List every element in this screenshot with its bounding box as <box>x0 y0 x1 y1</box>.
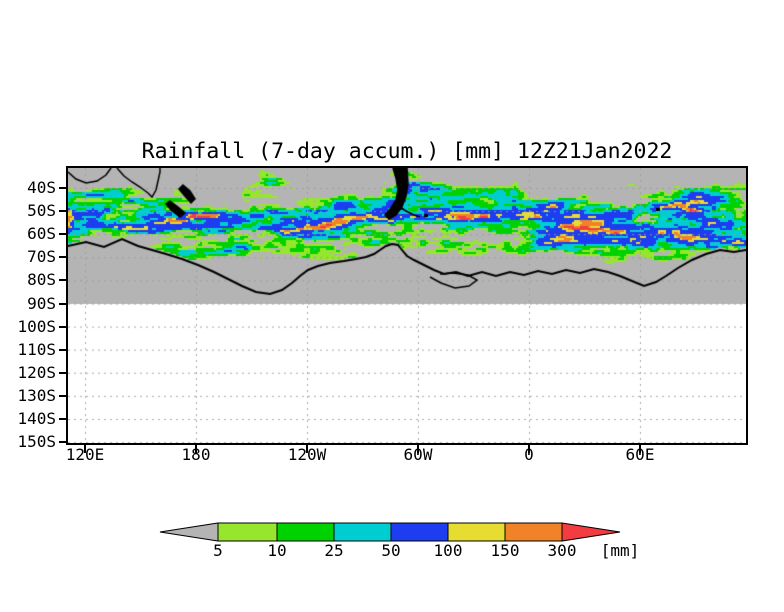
y-tick-label: 130S <box>17 385 56 405</box>
x-tick-label: 60E <box>625 445 655 464</box>
y-tick-mark <box>59 418 66 420</box>
colorbar-tick-label: 150 <box>490 541 520 560</box>
x-tick-label: 0 <box>524 445 534 464</box>
colorbar-tick-label: 10 <box>267 541 287 560</box>
x-tick-label: 60W <box>403 445 433 464</box>
y-tick-label: 50S <box>27 201 56 221</box>
rainfall-map-canvas <box>68 168 746 443</box>
y-tick-label: 70S <box>27 247 56 267</box>
y-tick-mark <box>59 187 66 189</box>
colorbar-segment <box>447 522 506 542</box>
x-tick-mark <box>84 445 86 453</box>
y-tick-mark <box>59 233 66 236</box>
x-tick-mark <box>195 445 197 453</box>
colorbar-tick-label: 5 <box>213 541 223 560</box>
x-tick-mark <box>417 445 419 453</box>
colorbar-segment <box>390 522 449 542</box>
colorbar-tick-label: 25 <box>324 541 344 560</box>
y-tick-label: 60S <box>27 224 56 244</box>
y-tick-mark <box>59 256 66 259</box>
y-tick-label: 110S <box>17 339 56 359</box>
colorbar-arrow-low <box>159 522 219 542</box>
map-frame <box>66 166 748 445</box>
y-tick-label: 80S <box>27 270 56 290</box>
y-tick-label: 100S <box>17 316 56 336</box>
colorbar-tick-label: 100 <box>433 541 463 560</box>
colorbar-unit-label: [mm] <box>600 541 640 560</box>
colorbar-legend <box>159 522 621 542</box>
y-tick-label: 150S <box>17 432 56 452</box>
y-tick-mark <box>59 371 66 374</box>
x-tick-label: 120E <box>65 445 105 464</box>
y-tick-mark <box>59 210 66 213</box>
colorbar-segment <box>217 522 278 542</box>
x-tick-mark <box>639 445 641 453</box>
y-tick-label: 140S <box>17 409 56 428</box>
colorbar-segment <box>504 522 563 542</box>
y-tick-label: 40S <box>27 178 56 197</box>
y-tick-label: 90S <box>27 293 56 313</box>
colorbar-arrow-high <box>561 522 621 542</box>
colorbar-tick-label: 50 <box>381 541 401 560</box>
y-tick-mark <box>59 325 66 328</box>
y-tick-label: 120S <box>17 362 56 382</box>
y-tick-mark <box>59 302 66 305</box>
y-tick-mark <box>59 279 66 282</box>
x-tick-label: 180 <box>181 445 211 464</box>
y-tick-mark <box>59 394 66 397</box>
colorbar-segment <box>333 522 392 542</box>
y-tick-mark <box>59 441 66 444</box>
y-tick-mark <box>59 348 66 351</box>
x-tick-mark <box>528 445 530 453</box>
figure-title: Rainfall (7-day accum.) [mm] 12Z21Jan202… <box>141 139 673 164</box>
x-tick-mark <box>306 445 308 453</box>
colorbar-tick-label: 300 <box>547 541 577 560</box>
colorbar-segment <box>276 522 335 542</box>
x-tick-label: 120W <box>287 445 327 464</box>
